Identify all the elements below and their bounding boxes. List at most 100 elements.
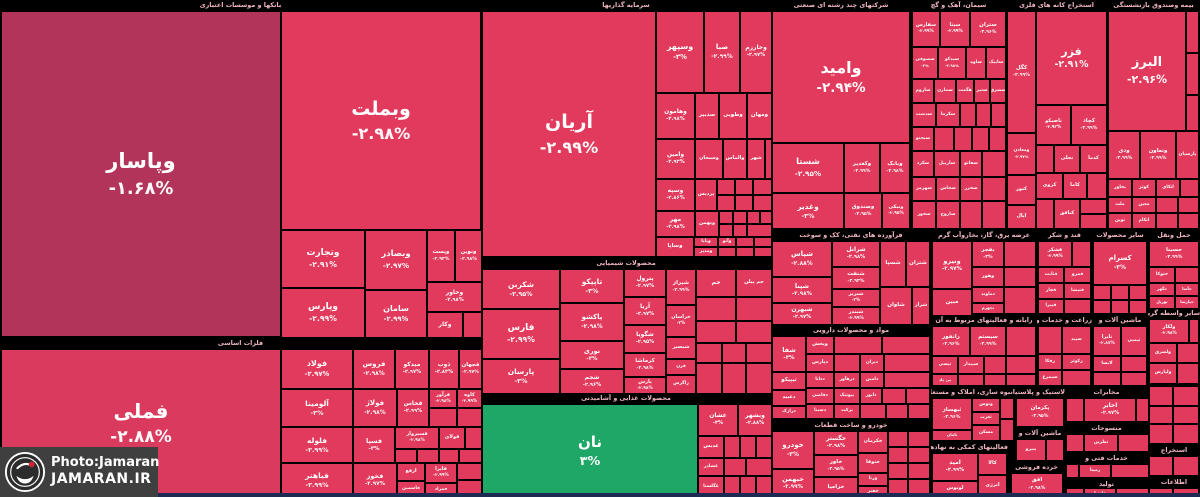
stock-tile[interactable]: نوری -۳% — [561, 342, 623, 368]
stock-tile-small[interactable] — [887, 405, 907, 418]
stock-tile-small[interactable] — [734, 225, 746, 236]
stock-tile-small[interactable] — [1137, 399, 1148, 421]
stock-tile-small[interactable] — [755, 238, 771, 246]
stock-tile[interactable]: وبصادر -۲.۹۷% — [366, 231, 426, 289]
stock-tile-small[interactable] — [1150, 457, 1172, 475]
stock-tile-small[interactable] — [1005, 268, 1035, 286]
stock-tile[interactable]: سخزر — [961, 178, 981, 200]
stock-tile-small[interactable] — [885, 355, 929, 371]
stock-tile-small[interactable] — [734, 212, 746, 223]
stock-tile[interactable]: قپیرا — [1039, 300, 1063, 313]
stock-tile[interactable]: دابور — [861, 389, 881, 403]
stock-tile-small[interactable] — [909, 405, 929, 418]
stock-tile-small[interactable] — [1065, 300, 1090, 313]
stock-tile-small[interactable] — [396, 450, 416, 462]
stock-tile[interactable]: وتعاون -۲.۹۹% — [1141, 132, 1175, 178]
stock-tile[interactable]: شپنا -۲.۹۸% — [773, 278, 831, 302]
stock-tile-small[interactable] — [1122, 373, 1146, 385]
stock-tile-small[interactable] — [718, 180, 734, 194]
stock-tile[interactable]: میدکو -۲.۹۷% — [396, 350, 428, 388]
stock-tile[interactable]: ارفع — [398, 464, 424, 480]
stock-tile[interactable]: غگلستا — [699, 477, 723, 497]
stock-tile[interactable]: تایرا -۲.۸۷% — [1094, 327, 1120, 355]
stock-tile-small[interactable] — [697, 298, 735, 320]
stock-tile[interactable]: فسپا -۳% — [354, 428, 394, 462]
stock-tile[interactable]: کسرام -۳% — [1094, 242, 1146, 284]
stock-tile[interactable]: وکغدیر -۲.۹۹% — [845, 144, 879, 192]
stock-tile[interactable]: کاما — [1064, 174, 1086, 198]
stock-tile[interactable]: سیدکو -۲.۹۸% — [939, 48, 965, 78]
stock-tile-small[interactable] — [889, 448, 907, 462]
stock-tile[interactable]: پردیس — [696, 180, 716, 210]
stock-tile[interactable]: فزر -۲.۹۱% — [1037, 12, 1106, 104]
stock-tile[interactable]: سیمرغ — [1039, 371, 1061, 385]
stock-tile-small[interactable] — [725, 477, 739, 497]
stock-tile[interactable]: بفجر -۳% — [973, 242, 1003, 266]
stock-tile[interactable]: تاصیکو -۲.۹۳% — [1037, 106, 1070, 144]
stock-tile[interactable]: سخوز — [913, 202, 935, 228]
stock-tile-small[interactable] — [1122, 357, 1146, 371]
stock-tile-small[interactable] — [961, 202, 981, 228]
stock-tile[interactable]: انرژی — [979, 476, 1006, 495]
stock-tile-small[interactable] — [761, 212, 771, 223]
stock-tile-small[interactable] — [1174, 425, 1198, 443]
stock-tile[interactable]: خگستر -۲.۹۸% — [815, 432, 857, 454]
stock-tile[interactable]: تیپیکو — [773, 373, 805, 389]
stock-tile[interactable]: وکار — [428, 313, 462, 337]
stock-tile-small[interactable] — [697, 322, 735, 342]
stock-tile[interactable]: وآتو — [719, 238, 735, 246]
stock-tile[interactable]: تپمپی — [1122, 327, 1146, 355]
stock-tile[interactable]: فجهان -۲.۹۷% — [460, 350, 481, 388]
stock-tile[interactable]: قچار — [1039, 284, 1063, 298]
stock-tile-small[interactable] — [935, 128, 953, 150]
stock-tile-small[interactable] — [1178, 364, 1198, 383]
stock-tile[interactable]: دپارس — [807, 355, 833, 371]
stock-tile-small[interactable] — [737, 248, 753, 256]
stock-tile[interactable]: ثغرب — [973, 413, 999, 424]
stock-tile[interactable]: فروس -۲.۹۸% — [354, 350, 394, 388]
stock-tile[interactable]: سکرد — [913, 152, 933, 176]
stock-tile-small[interactable] — [985, 357, 1005, 373]
stock-tile[interactable]: شگویا -۲.۹۵% — [625, 326, 665, 352]
stock-tile-small[interactable] — [747, 344, 771, 362]
stock-tile[interactable]: وامید -۲.۹۴% — [773, 12, 909, 142]
stock-tile[interactable]: پارس -۲.۹۸% — [625, 378, 665, 393]
stock-tile[interactable]: افق -۲.۹۸% — [1012, 474, 1062, 495]
stock-tile[interactable]: فخوز -۲.۹۷% — [354, 464, 396, 497]
stock-tile-small[interactable] — [418, 450, 438, 462]
stock-tile[interactable]: سبجنو — [913, 128, 933, 150]
stock-tile[interactable]: حپارسا — [1176, 297, 1198, 308]
stock-tile[interactable]: ونیکی -۲.۹۵% — [883, 194, 909, 228]
stock-tile-small[interactable] — [909, 480, 929, 497]
stock-tile[interactable]: ددانا — [807, 373, 833, 387]
stock-tile[interactable]: تجلی — [1055, 146, 1079, 172]
stock-tile-small[interactable] — [1081, 215, 1106, 228]
stock-tile-small[interactable] — [835, 355, 859, 371]
stock-tile[interactable]: سپید — [1063, 327, 1090, 353]
stock-tile-small[interactable] — [861, 405, 885, 418]
stock-tile[interactable]: شفا -۳% — [773, 337, 805, 371]
stock-tile[interactable]: سدشت — [913, 104, 935, 126]
stock-tile-small[interactable] — [1094, 373, 1120, 385]
stock-tile-small[interactable] — [766, 140, 771, 178]
stock-tile[interactable]: وپارس -۲.۹۹% — [282, 289, 364, 337]
stock-tile[interactable]: تپسی — [933, 357, 957, 373]
stock-tile[interactable]: زاگرس — [667, 376, 695, 393]
stock-tile[interactable]: شراز — [913, 288, 929, 324]
stock-tile[interactable]: نطرین — [1085, 435, 1117, 451]
stock-tile-small[interactable] — [747, 364, 771, 393]
stock-tile-small[interactable] — [747, 459, 771, 475]
stock-tile-small[interactable] — [1001, 399, 1013, 418]
stock-tile[interactable]: آلومینا -۳% — [282, 390, 352, 426]
stock-tile[interactable]: ولکار -۲.۹۸% — [1150, 320, 1188, 342]
stock-tile[interactable]: ولپارس — [1150, 364, 1176, 383]
stock-tile[interactable]: شنفت -۲.۹۳% — [833, 268, 879, 288]
stock-tile-small[interactable] — [1039, 327, 1061, 353]
stock-tile[interactable]: شسپا — [881, 242, 905, 286]
stock-tile[interactable]: البرز -۲.۹۶% — [1109, 12, 1185, 130]
stock-tile-small[interactable] — [1179, 214, 1198, 228]
stock-tile-small[interactable] — [736, 180, 752, 194]
stock-tile[interactable]: ومدیر — [695, 248, 717, 256]
stock-tile[interactable]: قرن — [667, 360, 695, 374]
stock-tile[interactable]: سدبیر — [696, 94, 718, 138]
